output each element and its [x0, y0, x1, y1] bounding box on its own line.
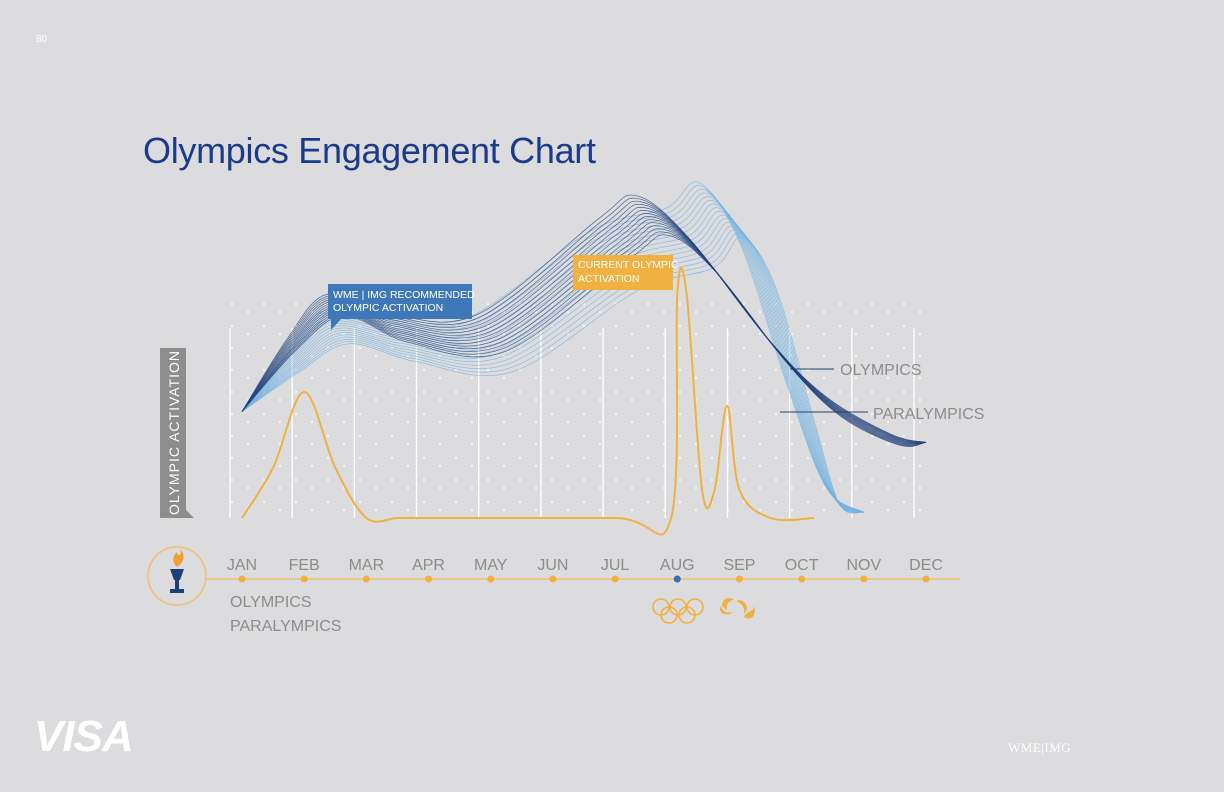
month-label-jan: JAN: [227, 557, 257, 574]
month-axis: JAN FEB MAR APR MAY JUN JUL AUG SEP OCT NOV DEC: [227, 557, 943, 583]
month-label-may: MAY: [474, 557, 508, 574]
y-axis-badge: OLYMPIC ACTIVATION: [160, 348, 194, 518]
month-label-apr: APR: [412, 557, 445, 574]
chart-title: Olympics Engagement Chart: [143, 130, 596, 171]
current-callout-line-2: ACTIVATION: [578, 273, 639, 285]
paralympics-series-label: PARALYMPICS: [873, 406, 984, 423]
para-lines-strand: [241, 214, 864, 513]
month-gridlines: [229, 328, 915, 518]
page-number: 80: [36, 34, 48, 45]
para-lines-strand: [241, 229, 864, 513]
month-label-nov: NOV: [846, 557, 881, 574]
month-label-oct: OCT: [785, 557, 819, 574]
month-dot-nov: [860, 575, 868, 583]
para-lines-strand: [241, 210, 864, 513]
current-callout: CURRENT OLYMPIC ACTIVATION: [573, 255, 679, 290]
para-lines-strand: [241, 192, 864, 513]
para-lines-strand: [241, 196, 864, 513]
month-dot-mar: [362, 575, 370, 583]
month-dot-feb: [300, 575, 308, 583]
torch-icon: [147, 546, 207, 606]
olympic-rings-icon: [652, 598, 704, 624]
month-dot-oct: [798, 575, 806, 583]
month-label-sep: SEP: [723, 557, 755, 574]
month-label-dec: DEC: [909, 557, 943, 574]
recommended-callout: WME | IMG RECOMMENDED OLYMPIC ACTIVATION: [328, 284, 475, 330]
series-labels: OLYMPICS PARALYMPICS: [780, 362, 984, 423]
recommended-callout-line-2: OLYMPIC ACTIVATION: [333, 302, 443, 314]
para-lines-strand: [241, 188, 864, 513]
month-dot-sep: [735, 575, 743, 583]
month-label-jun: JUN: [537, 557, 568, 574]
month-dot-apr: [425, 575, 433, 583]
month-dot-may: [487, 575, 495, 583]
olym-lines-strand: [241, 206, 927, 443]
olym-lines-strand: [241, 194, 927, 443]
olympics-line-bundle: [241, 194, 927, 447]
y-axis-label: OLYMPIC ACTIVATION: [166, 350, 182, 515]
legend-olympics: OLYMPICS: [230, 594, 312, 611]
recommended-callout-line-1: WME | IMG RECOMMENDED: [333, 289, 475, 301]
para-lines-strand: [241, 199, 864, 513]
paralympic-agitos-icon: [720, 598, 755, 619]
month-dot-aug: [673, 575, 681, 583]
wme-img-logo: WME|IMG: [1008, 740, 1072, 755]
legend-paralympics: PARALYMPICS: [230, 618, 341, 635]
current-callout-line-1: CURRENT OLYMPIC: [578, 259, 679, 271]
olympics-series-label: OLYMPICS: [840, 362, 922, 379]
month-label-feb: FEB: [289, 557, 320, 574]
month-dot-jul: [611, 575, 619, 583]
month-label-mar: MAR: [349, 557, 385, 574]
month-label-jul: JUL: [601, 557, 630, 574]
month-dot-dec: [922, 575, 930, 583]
para-lines-strand: [241, 207, 864, 513]
timeline: JAN FEB MAR APR MAY JUN JUL AUG SEP OCT NOV DEC: [205, 557, 960, 583]
month-dot-jun: [549, 575, 557, 583]
current-activation-line: [241, 266, 815, 536]
visa-logo: VISA: [34, 712, 134, 761]
month-dot-jan: [238, 575, 246, 583]
para-lines-strand: [241, 185, 864, 513]
olym-lines-strand: [241, 197, 927, 443]
month-label-aug: AUG: [660, 557, 695, 574]
